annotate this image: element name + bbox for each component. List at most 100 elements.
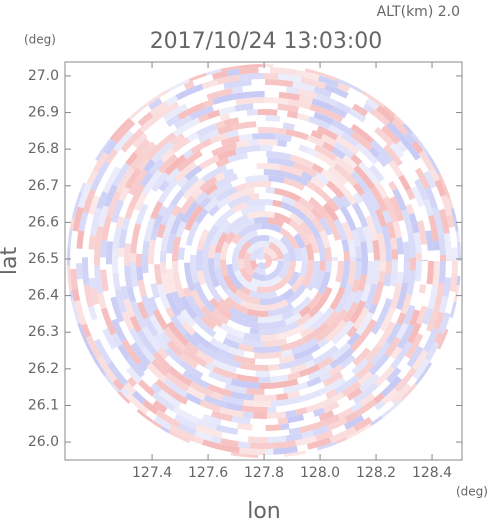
field-cell (87, 305, 98, 321)
field-cell (219, 259, 229, 277)
field-cell (132, 132, 148, 149)
field-cell (271, 257, 278, 261)
field-cell (231, 86, 244, 94)
field-cell (273, 64, 292, 69)
field-cell (125, 356, 145, 378)
field-cell (406, 345, 424, 368)
field-cell (438, 312, 451, 335)
field-cell (239, 362, 269, 371)
field-cell (410, 257, 417, 261)
field-cell (285, 332, 303, 344)
y-tick-label: 26.9 (28, 105, 59, 121)
field-cell (253, 394, 277, 401)
field-cell (153, 415, 172, 431)
field-cell (411, 140, 424, 154)
field-cell (220, 135, 240, 147)
field-cell (138, 224, 148, 237)
field-cell (204, 197, 220, 213)
field-cell (333, 141, 355, 159)
field-cell (140, 171, 154, 187)
field-cell (352, 382, 379, 405)
field-cell (94, 338, 112, 365)
field-cell (159, 331, 172, 344)
field-cell (315, 158, 331, 172)
field-cell (421, 283, 433, 308)
field-cell (281, 222, 299, 237)
field-cell (215, 304, 233, 320)
field-cell (135, 203, 149, 225)
field-cell (171, 291, 186, 313)
field-cell (76, 278, 88, 306)
field-cell (319, 371, 332, 382)
field-cell (346, 93, 366, 109)
field-cell (379, 261, 386, 272)
field-cell (339, 354, 356, 370)
field-cell (298, 363, 321, 378)
field-cell (270, 181, 292, 192)
field-cell (282, 122, 295, 131)
field-cell (67, 265, 73, 292)
y-tick-label: 27.0 (28, 68, 59, 84)
field-cell (344, 113, 371, 134)
field-cell (268, 235, 289, 255)
field-cell (148, 264, 157, 285)
field-cell (315, 93, 339, 107)
field-cell (259, 294, 285, 306)
field-cell (214, 231, 229, 254)
field-cell (278, 360, 296, 370)
field-cell (172, 406, 200, 424)
field-cell (374, 259, 381, 261)
field-cell (177, 102, 205, 120)
field-cell (195, 168, 208, 180)
field-cell (179, 295, 198, 320)
field-cell (195, 424, 223, 438)
field-cell (339, 283, 353, 305)
field-cell (360, 284, 372, 303)
field-cell (241, 405, 268, 414)
field-cell (228, 110, 248, 119)
field-cell (354, 398, 378, 417)
field-cell (331, 256, 339, 261)
field-cell (296, 374, 310, 385)
field-cell (214, 252, 221, 270)
field-cell (274, 378, 299, 389)
field-cell (280, 235, 293, 250)
field-cell (315, 320, 339, 343)
field-cell (239, 447, 265, 456)
field-cell (432, 261, 440, 287)
field-cell (301, 393, 328, 408)
field-cell (111, 332, 123, 347)
x-tick-label: 128.4 (412, 465, 452, 481)
field-cell (200, 315, 217, 330)
field-cell (153, 309, 169, 331)
field-cell (368, 303, 378, 315)
field-cell (342, 290, 357, 313)
field-cell (248, 290, 278, 299)
field-cell (233, 269, 258, 293)
field-cell (209, 337, 231, 353)
field-cell (194, 208, 209, 224)
field-cell (238, 441, 251, 449)
field-cell (164, 408, 177, 420)
field-cell (221, 394, 245, 406)
field-cell (75, 248, 83, 264)
field-cell (95, 161, 110, 181)
field-cell (224, 231, 236, 245)
field-cell (418, 329, 432, 349)
field-cell (373, 161, 394, 184)
field-cell (327, 233, 338, 257)
field-cell (127, 208, 140, 234)
field-cell (183, 331, 201, 348)
field-cell (101, 307, 117, 336)
field-cell (257, 319, 287, 329)
field-cell (132, 390, 147, 405)
field-cell (313, 252, 321, 261)
field-cell (371, 216, 383, 235)
field-cell (207, 181, 233, 201)
field-cell (335, 261, 344, 283)
field-cell (162, 103, 188, 122)
field-cell (287, 98, 312, 110)
field-cell (202, 83, 225, 96)
field-cell (286, 110, 299, 119)
field-cell (172, 117, 201, 137)
